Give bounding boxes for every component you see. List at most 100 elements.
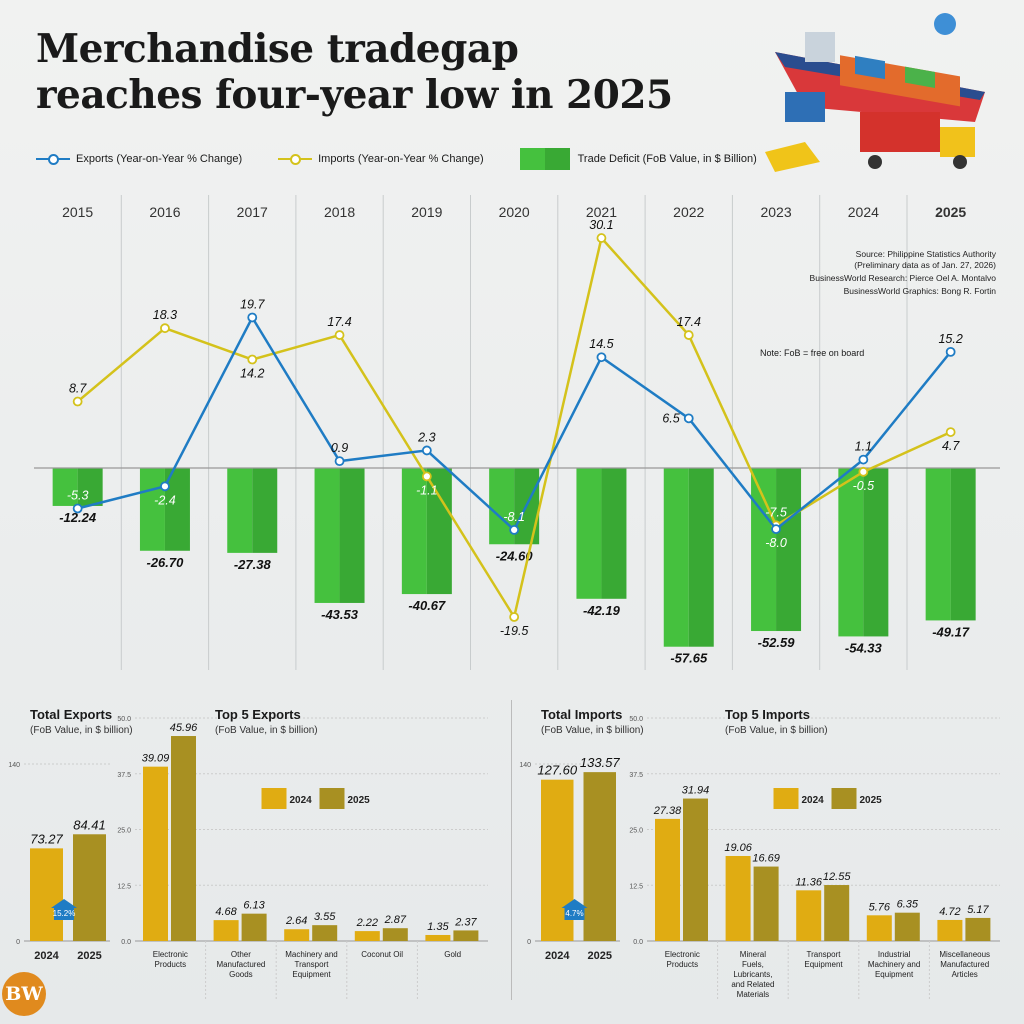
- chart-legend: Exports (Year-on-Year % Change) Imports …: [36, 148, 793, 170]
- y-tick-label: 37.5: [629, 772, 643, 779]
- deficit-label: -12.24: [59, 510, 97, 525]
- source-date: (Preliminary data as of Jan. 27, 2026): [854, 260, 996, 270]
- deficit-bar: [663, 468, 689, 647]
- imports-label: 8.7: [69, 382, 87, 396]
- imports-point: [509, 612, 520, 622]
- deficit-bar: [52, 468, 78, 506]
- deficit-label: -26.70: [147, 555, 185, 570]
- value-label: 45.96: [170, 722, 198, 734]
- bar-2024: [213, 920, 239, 941]
- year-label: 2021: [586, 204, 617, 220]
- exports-label: -8.1: [503, 510, 525, 524]
- value-label: 133.57: [580, 755, 621, 770]
- category-label: Manufactured: [216, 960, 265, 969]
- bar-2024: [796, 890, 822, 941]
- deficit-bar: [401, 468, 427, 595]
- year-label: 2025: [77, 950, 101, 962]
- bar-2025: [824, 885, 850, 941]
- bar-2024: [354, 931, 380, 941]
- deficit-label: -43.53: [321, 607, 359, 622]
- value-label: 4.68: [215, 906, 237, 918]
- bar-2025: [453, 930, 479, 941]
- category-label: Other: [231, 950, 251, 959]
- percent-change-badge: 4.7%: [565, 909, 583, 918]
- exports-point: [334, 456, 345, 467]
- category-label: Miscellaneous: [939, 950, 990, 959]
- exports-line-swatch: [36, 154, 70, 165]
- y-tick-label: 50.0: [117, 716, 131, 723]
- van-icon: [765, 142, 820, 172]
- total-bar-2025: [583, 772, 616, 941]
- businessworld-logo: BW: [2, 972, 46, 1016]
- value-label: 6.35: [897, 899, 919, 911]
- deficit-bar-shade: [776, 468, 802, 632]
- globe-icon: [934, 13, 956, 35]
- bar-2025: [312, 925, 338, 941]
- y-tick-label: 0.0: [633, 939, 643, 946]
- value-label: 2.87: [384, 914, 407, 926]
- value-label: 1.35: [427, 921, 449, 933]
- exports-point: [858, 454, 869, 465]
- y-tick-label: 37.5: [117, 772, 131, 779]
- y-tick-label: 140: [519, 762, 531, 769]
- legend-label: 2024: [802, 795, 825, 806]
- exports-label: 1.1: [855, 440, 872, 454]
- legend-swatch-2025: [831, 788, 857, 809]
- year-label: 2022: [673, 204, 704, 220]
- deficit-bar: [576, 468, 602, 599]
- title-line-1: Merchandise tradegap: [36, 26, 519, 72]
- imports-label: -1.1: [416, 483, 438, 497]
- category-label: Manufactured: [940, 960, 989, 969]
- imports-point: [858, 466, 869, 477]
- value-label: 11.36: [795, 876, 823, 888]
- cargo-ship-illustration: [765, 13, 985, 172]
- bar-2024: [937, 919, 963, 941]
- imports-line-swatch: [278, 154, 313, 165]
- imports-label: -0.5: [853, 479, 875, 493]
- value-label: 19.06: [724, 842, 752, 854]
- category-label: Industrial: [878, 950, 911, 959]
- value-label: 4.72: [939, 906, 960, 918]
- category-label: Materials: [737, 990, 769, 999]
- category-label: Equipment: [804, 960, 843, 969]
- value-label: 2.37: [454, 916, 477, 928]
- exports-point: [72, 503, 83, 514]
- category-label: Transport: [807, 950, 842, 959]
- legend-deficit-label: Trade Deficit (FoB Value, in $ Billion): [577, 153, 757, 165]
- bar-2024: [866, 915, 892, 941]
- legend-exports-label: Exports (Year-on-Year % Change): [76, 153, 243, 165]
- category-label: Articles: [952, 970, 978, 979]
- exports-label: 0.9: [331, 441, 348, 455]
- legend-exports: Exports (Year-on-Year % Change): [36, 153, 242, 165]
- bar-2025: [683, 798, 708, 941]
- section-divider: [511, 700, 512, 1000]
- bar-2025: [382, 928, 408, 941]
- imports-point: [247, 354, 258, 365]
- value-label: 84.41: [73, 817, 106, 832]
- graphics-credit: BusinessWorld Graphics: Bong R. Fortin: [843, 286, 996, 296]
- category-label: Machinery and: [285, 950, 337, 959]
- exports-label: -5.3: [67, 488, 89, 502]
- top5-imports-unit: (FoB Value, in $ billion): [725, 725, 828, 736]
- value-label: 6.13: [243, 900, 265, 912]
- imports-label: 17.4: [327, 315, 351, 329]
- legend-swatch-2024: [261, 788, 287, 809]
- y-tick-label: 0: [16, 939, 20, 946]
- exports-label: -8.0: [765, 536, 787, 550]
- category-label: Products: [155, 960, 187, 969]
- y-tick-label: 140: [8, 762, 20, 769]
- exports-point: [160, 481, 170, 492]
- truck-cab: [940, 127, 975, 157]
- year-label: 2023: [760, 204, 791, 220]
- year-label: 2024: [848, 204, 879, 220]
- category-label: Machinery and: [868, 960, 920, 969]
- top5-exports-unit: (FoB Value, in $ billion): [215, 725, 318, 736]
- deficit-label: -54.33: [845, 640, 883, 655]
- exports-point: [945, 346, 956, 357]
- bar-2024: [425, 934, 451, 941]
- year-label: 2024: [545, 950, 570, 962]
- percent-change-badge: 15.2%: [53, 909, 76, 918]
- category-label: Products: [667, 960, 699, 969]
- exports-point: [683, 413, 694, 424]
- total-bar-2024: [30, 848, 63, 941]
